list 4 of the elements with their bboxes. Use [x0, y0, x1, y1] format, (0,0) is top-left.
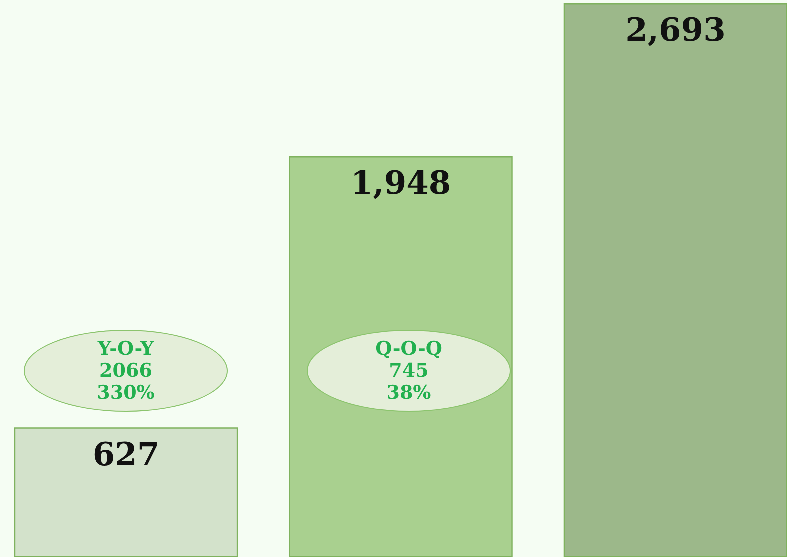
ellipse-callout: Y-O-Y 2066 330%	[24, 330, 228, 412]
data-label: 627	[92, 435, 160, 474]
data-label: 1,948	[350, 164, 452, 202]
data-label: 2,693	[626, 11, 726, 50]
